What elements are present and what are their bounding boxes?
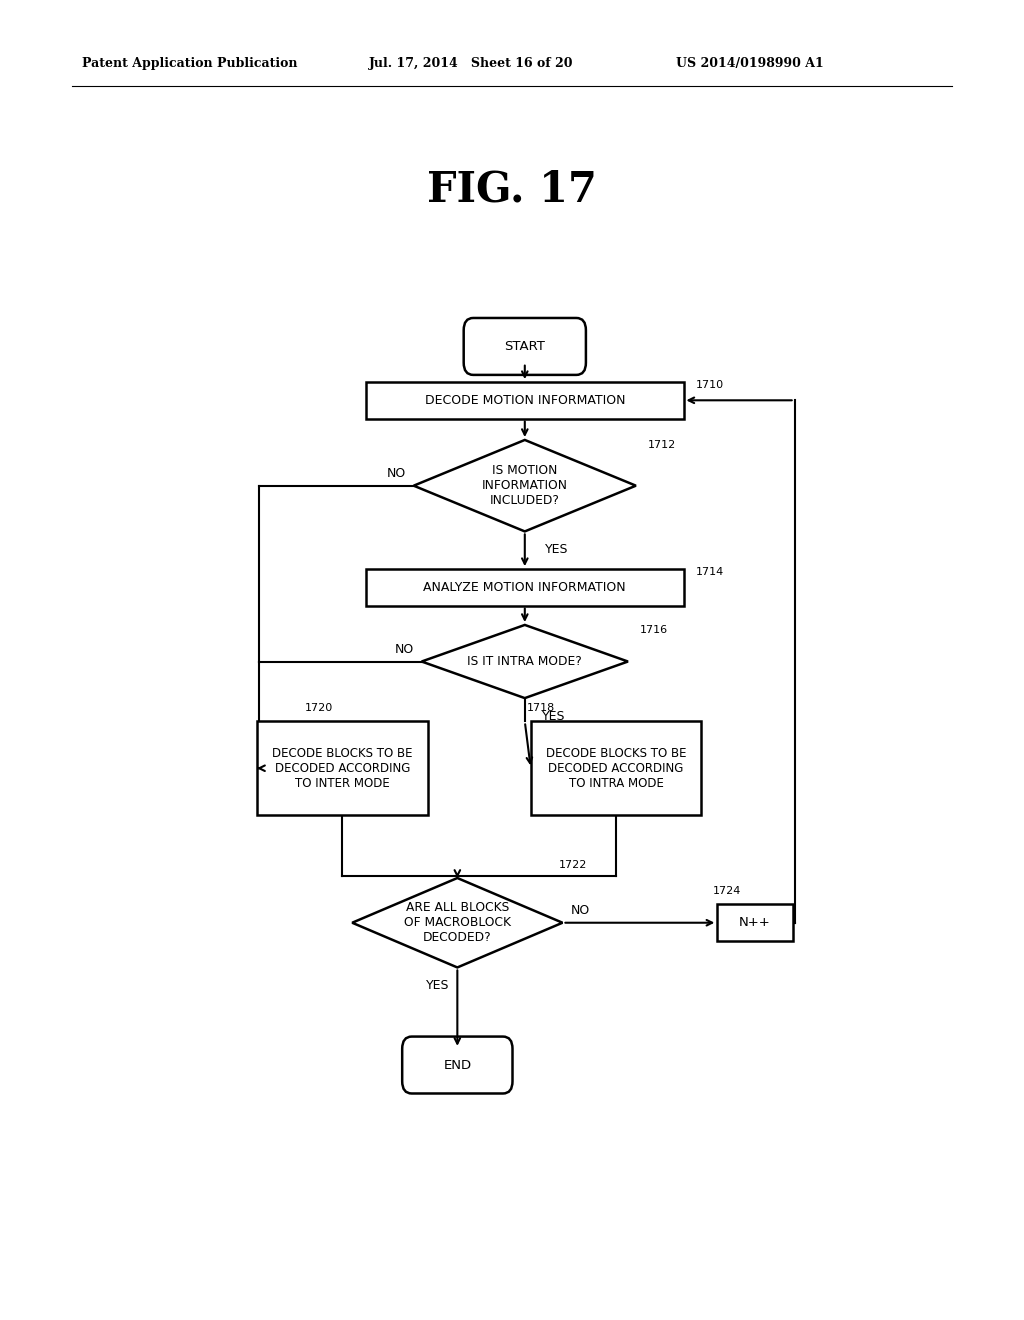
Text: YES: YES: [545, 544, 568, 556]
Text: NO: NO: [394, 643, 414, 656]
Text: DECODE BLOCKS TO BE
DECODED ACCORDING
TO INTRA MODE: DECODE BLOCKS TO BE DECODED ACCORDING TO…: [546, 747, 686, 789]
Polygon shape: [414, 440, 636, 532]
Text: 1714: 1714: [695, 568, 724, 577]
Text: 1720: 1720: [304, 704, 333, 713]
Text: START: START: [505, 341, 545, 352]
FancyBboxPatch shape: [402, 1036, 512, 1093]
Text: 1724: 1724: [714, 886, 741, 896]
Text: ANALYZE MOTION INFORMATION: ANALYZE MOTION INFORMATION: [424, 581, 626, 594]
Text: IS MOTION
INFORMATION
INCLUDED?: IS MOTION INFORMATION INCLUDED?: [482, 465, 567, 507]
Text: END: END: [443, 1059, 471, 1072]
Bar: [717, 904, 793, 941]
Polygon shape: [422, 624, 628, 698]
Text: FIG. 17: FIG. 17: [427, 169, 597, 211]
Text: DECODE MOTION INFORMATION: DECODE MOTION INFORMATION: [425, 393, 625, 407]
Bar: [367, 569, 684, 606]
FancyBboxPatch shape: [464, 318, 586, 375]
Text: 1722: 1722: [558, 859, 587, 870]
Text: N++: N++: [739, 916, 771, 929]
Text: NO: NO: [386, 467, 406, 480]
Bar: [257, 722, 428, 814]
Text: US 2014/0198990 A1: US 2014/0198990 A1: [676, 57, 823, 70]
Text: DECODE BLOCKS TO BE
DECODED ACCORDING
TO INTER MODE: DECODE BLOCKS TO BE DECODED ACCORDING TO…: [272, 747, 413, 789]
Text: ARE ALL BLOCKS
OF MACROBLOCK
DECODED?: ARE ALL BLOCKS OF MACROBLOCK DECODED?: [403, 902, 511, 944]
Polygon shape: [352, 878, 562, 968]
Text: 1710: 1710: [695, 380, 724, 391]
Text: Patent Application Publication: Patent Application Publication: [82, 57, 297, 70]
Text: 1716: 1716: [640, 626, 668, 635]
Bar: [530, 722, 701, 814]
Text: Jul. 17, 2014   Sheet 16 of 20: Jul. 17, 2014 Sheet 16 of 20: [369, 57, 573, 70]
Text: YES: YES: [543, 710, 565, 723]
Text: 1712: 1712: [648, 440, 676, 450]
Text: IS IT INTRA MODE?: IS IT INTRA MODE?: [467, 655, 583, 668]
Text: 1718: 1718: [526, 704, 555, 713]
Bar: [367, 381, 684, 418]
Text: YES: YES: [426, 979, 450, 993]
Text: NO: NO: [570, 904, 590, 917]
